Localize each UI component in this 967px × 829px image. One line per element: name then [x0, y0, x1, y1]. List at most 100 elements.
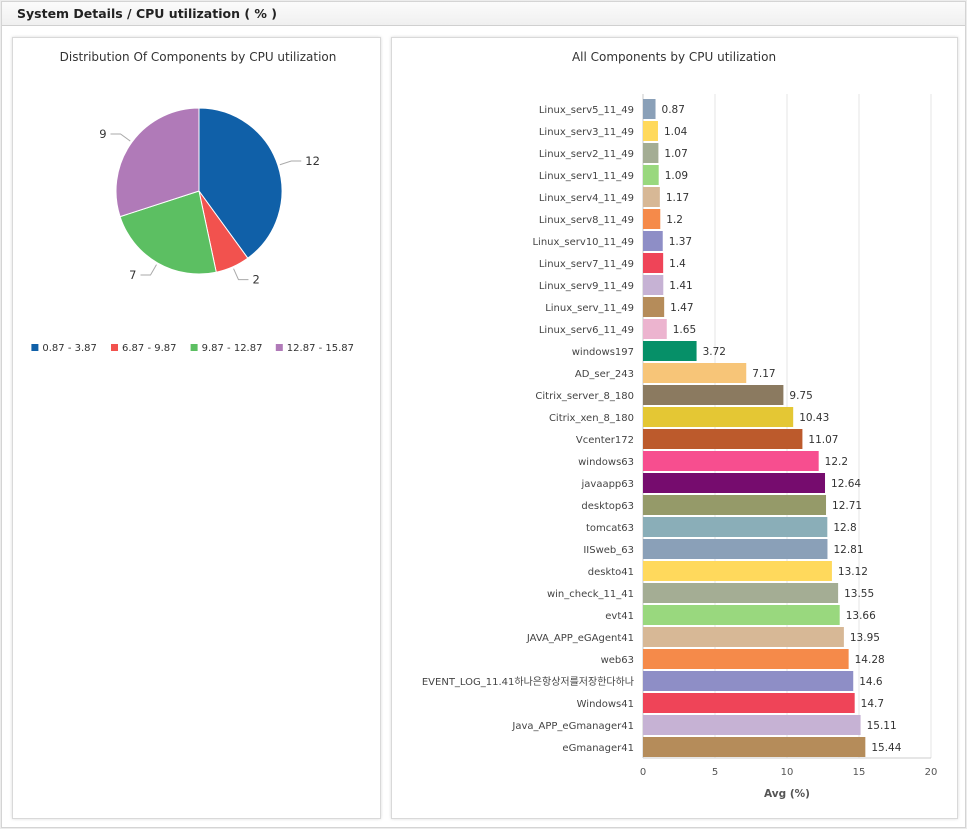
- value-label: 13.66: [846, 610, 876, 622]
- bar[interactable]: [643, 143, 659, 163]
- category-label: Linux_serv8_11_49: [539, 215, 634, 226]
- bar[interactable]: [643, 627, 844, 647]
- value-label: 7.17: [752, 368, 775, 380]
- value-label: 1.07: [664, 148, 687, 160]
- pie-label-connector: [110, 133, 131, 142]
- bar-chart: All Components by CPU utilization Linux_…: [422, 50, 938, 800]
- bar[interactable]: [643, 671, 854, 691]
- bar[interactable]: [643, 539, 828, 559]
- bar[interactable]: [643, 473, 826, 493]
- bar[interactable]: [643, 165, 659, 185]
- bar[interactable]: [643, 231, 663, 251]
- bar[interactable]: [643, 319, 667, 339]
- value-label: 13.95: [850, 632, 880, 644]
- category-label: Citrix_server_8_180: [535, 391, 634, 402]
- pie-data-label: 2: [252, 273, 259, 287]
- category-label: Java_APP_eGmanager41: [511, 721, 634, 732]
- value-label: 9.75: [789, 390, 812, 402]
- category-label: windows197: [572, 347, 634, 358]
- category-label: Linux_serv9_11_49: [539, 281, 634, 292]
- bar[interactable]: [643, 737, 866, 757]
- value-label: 13.55: [844, 588, 874, 600]
- legend-item[interactable]: 0.87 - 3.87: [42, 343, 97, 354]
- pie-slice[interactable]: [115, 107, 200, 218]
- x-tick-label: 20: [925, 767, 938, 778]
- bar[interactable]: [643, 583, 839, 603]
- legend-swatch: [111, 344, 118, 351]
- category-label: Linux_serv2_11_49: [539, 149, 634, 160]
- category-label: deskto41: [588, 567, 634, 578]
- value-label: 1.04: [664, 126, 688, 138]
- pie-data-label: 12: [305, 154, 320, 168]
- category-label: web63: [601, 655, 634, 666]
- category-label: Vcenter172: [576, 435, 634, 446]
- category-label: Linux_serv1_11_49: [539, 171, 634, 182]
- x-tick-label: 10: [781, 767, 794, 778]
- category-label: desktop63: [581, 501, 634, 512]
- category-label: Citrix_xen_8_180: [549, 413, 634, 424]
- bar[interactable]: [643, 99, 656, 119]
- category-label: Windows41: [577, 699, 634, 710]
- pie-slice[interactable]: [119, 190, 217, 275]
- legend-item[interactable]: 9.87 - 12.87: [202, 343, 263, 354]
- bar-chart-panel: All Components by CPU utilization Linux_…: [391, 37, 958, 819]
- bar[interactable]: [643, 451, 819, 471]
- value-label: 13.12: [838, 566, 868, 578]
- bar[interactable]: [643, 517, 828, 537]
- pie-chart-panel: Distribution Of Components by CPU utiliz…: [12, 37, 381, 819]
- value-label: 1.17: [666, 192, 689, 204]
- bar[interactable]: [643, 187, 660, 207]
- legend-item[interactable]: 6.87 - 9.87: [122, 343, 177, 354]
- bar[interactable]: [643, 649, 849, 669]
- x-tick-label: 0: [640, 767, 646, 778]
- value-label: 1.41: [669, 280, 692, 292]
- category-label: Linux_serv5_11_49: [539, 105, 634, 116]
- value-label: 14.28: [855, 654, 885, 666]
- legend-swatch: [31, 344, 39, 351]
- value-label: 1.2: [666, 214, 683, 226]
- value-label: 1.37: [669, 236, 692, 248]
- value-label: 0.87: [662, 104, 685, 116]
- category-label: javaapp63: [581, 479, 635, 490]
- category-label: AD_ser_243: [575, 369, 634, 380]
- bar[interactable]: [643, 121, 658, 141]
- bar[interactable]: [643, 407, 794, 427]
- x-axis-label: Avg (%): [764, 788, 810, 800]
- bar[interactable]: [643, 275, 664, 295]
- x-tick-label: 15: [853, 767, 866, 778]
- bar[interactable]: [643, 693, 855, 713]
- bar[interactable]: [643, 495, 827, 515]
- value-label: 14.6: [859, 676, 883, 688]
- bar[interactable]: [643, 341, 697, 361]
- pie-label-connector: [140, 264, 157, 276]
- bar[interactable]: [643, 297, 665, 317]
- value-label: 1.47: [670, 302, 693, 314]
- legend-item[interactable]: 12.87 - 15.87: [287, 343, 354, 354]
- value-label: 14.7: [861, 698, 884, 710]
- legend-swatch: [275, 344, 283, 351]
- bar[interactable]: [643, 385, 784, 405]
- pie-data-label: 7: [129, 268, 136, 282]
- value-label: 1.4: [669, 258, 686, 270]
- value-label: 15.44: [871, 742, 901, 754]
- category-label: Linux_serv3_11_49: [539, 127, 634, 138]
- pie-data-label: 9: [99, 127, 106, 141]
- bar[interactable]: [643, 561, 832, 581]
- value-label: 15.11: [867, 720, 897, 732]
- category-label: windows63: [578, 457, 634, 468]
- category-label: Linux_serv4_11_49: [539, 193, 634, 204]
- category-label: EVENT_LOG_11.41하나은항상저를저장한다하나: [422, 675, 634, 688]
- category-label: evt41: [605, 611, 634, 622]
- pie-chart-title: Distribution Of Components by CPU utiliz…: [60, 50, 337, 64]
- bar[interactable]: [643, 209, 661, 229]
- bar[interactable]: [643, 715, 861, 735]
- bar[interactable]: [643, 429, 803, 449]
- pie-label-connector: [233, 268, 249, 281]
- bar[interactable]: [643, 253, 664, 273]
- category-label: IISweb_63: [583, 545, 634, 556]
- pie-slice[interactable]: [198, 107, 283, 259]
- legend-swatch: [190, 344, 198, 351]
- bar[interactable]: [643, 363, 747, 383]
- bar[interactable]: [643, 605, 840, 625]
